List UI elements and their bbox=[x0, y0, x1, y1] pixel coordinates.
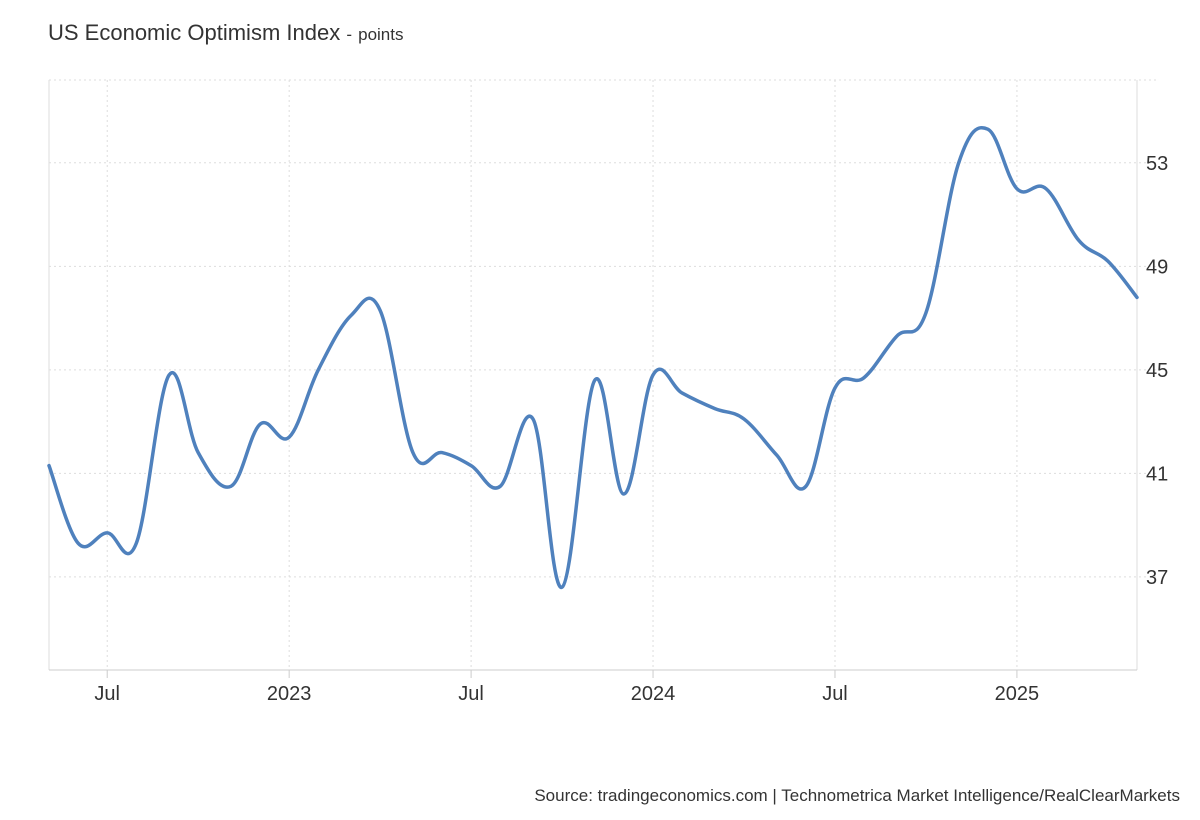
x-tick-label: 2025 bbox=[995, 683, 1040, 705]
x-tick-label: Jul bbox=[458, 683, 484, 705]
series-line bbox=[47, 126, 1139, 589]
x-tick-label: 2023 bbox=[267, 683, 312, 705]
chart-title-text: US Economic Optimism Index bbox=[48, 20, 341, 45]
y-tick-label: 37 bbox=[1146, 567, 1168, 589]
source-note: Source: tradingeconomics.com | Technomet… bbox=[534, 786, 1180, 805]
title-separator: - bbox=[346, 25, 352, 44]
y-tick-label: 49 bbox=[1146, 256, 1168, 278]
y-tick-label: 41 bbox=[1146, 463, 1168, 485]
chart-title: US Economic Optimism Index - points bbox=[48, 20, 404, 46]
unit-label: points bbox=[358, 25, 404, 44]
x-tick-label: 2024 bbox=[631, 683, 676, 705]
y-tick-label: 45 bbox=[1146, 360, 1168, 382]
y-tick-label: 53 bbox=[1146, 153, 1168, 175]
x-tick-label: Jul bbox=[94, 683, 120, 705]
x-tick-label: Jul bbox=[822, 683, 848, 705]
